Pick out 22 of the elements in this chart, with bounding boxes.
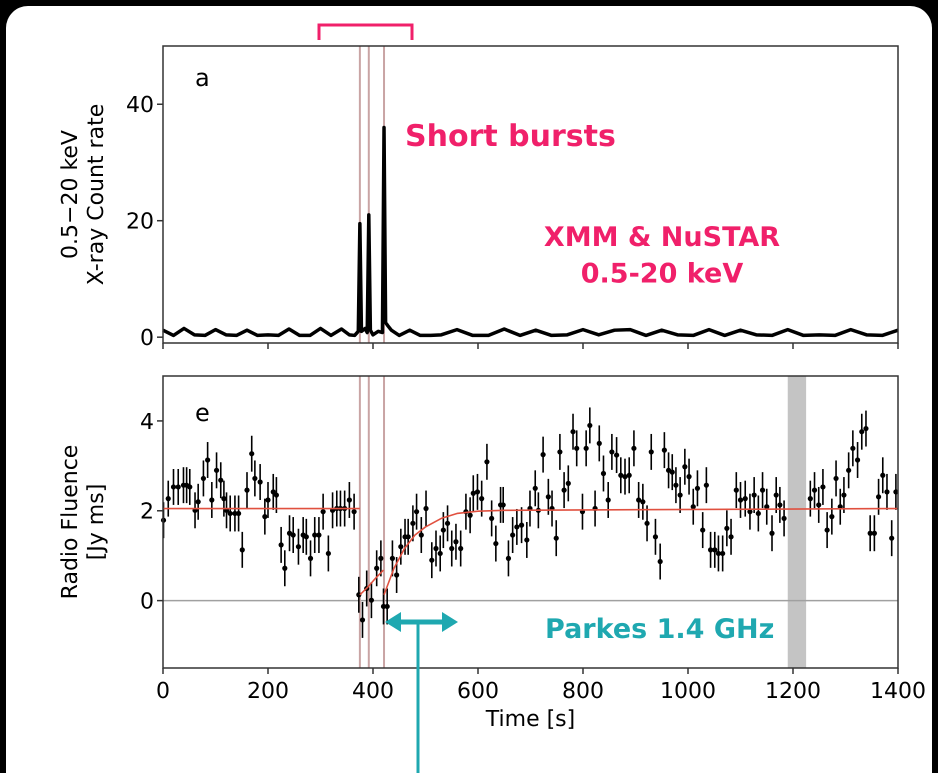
- annotation: Parkes 1.4 GHz: [545, 614, 774, 645]
- annotation: a: [195, 64, 210, 92]
- x-axis-title: Time [s]: [484, 707, 576, 732]
- y-tick-label: 2: [140, 500, 154, 525]
- x-tick-label: 0: [156, 679, 170, 704]
- y-axis-title: Radio Fluence [Jy ms]: [58, 444, 109, 600]
- x-tick-label: 1000: [660, 679, 716, 704]
- y-tick-label: 20: [126, 210, 154, 235]
- x-tick-label: 800: [562, 679, 604, 704]
- y-tick-label: 0: [140, 590, 154, 615]
- x-tick-label: 400: [352, 679, 394, 704]
- y-axis-title: 0.5−20 keV X-ray Count rate: [58, 104, 109, 286]
- annotation: XMM & NuSTAR 0.5-20 keV: [544, 222, 780, 290]
- annotation: e: [195, 399, 210, 427]
- x-tick-label: 600: [457, 679, 499, 704]
- y-tick-label: 40: [126, 93, 154, 118]
- y-tick-label: 0: [140, 326, 154, 352]
- x-tick-label: 200: [247, 679, 289, 704]
- x-tick-label: 1400: [870, 679, 926, 704]
- annotation: Short bursts: [405, 119, 616, 154]
- y-tick-label: 4: [140, 410, 154, 435]
- x-tick-label: 1200: [765, 679, 821, 704]
